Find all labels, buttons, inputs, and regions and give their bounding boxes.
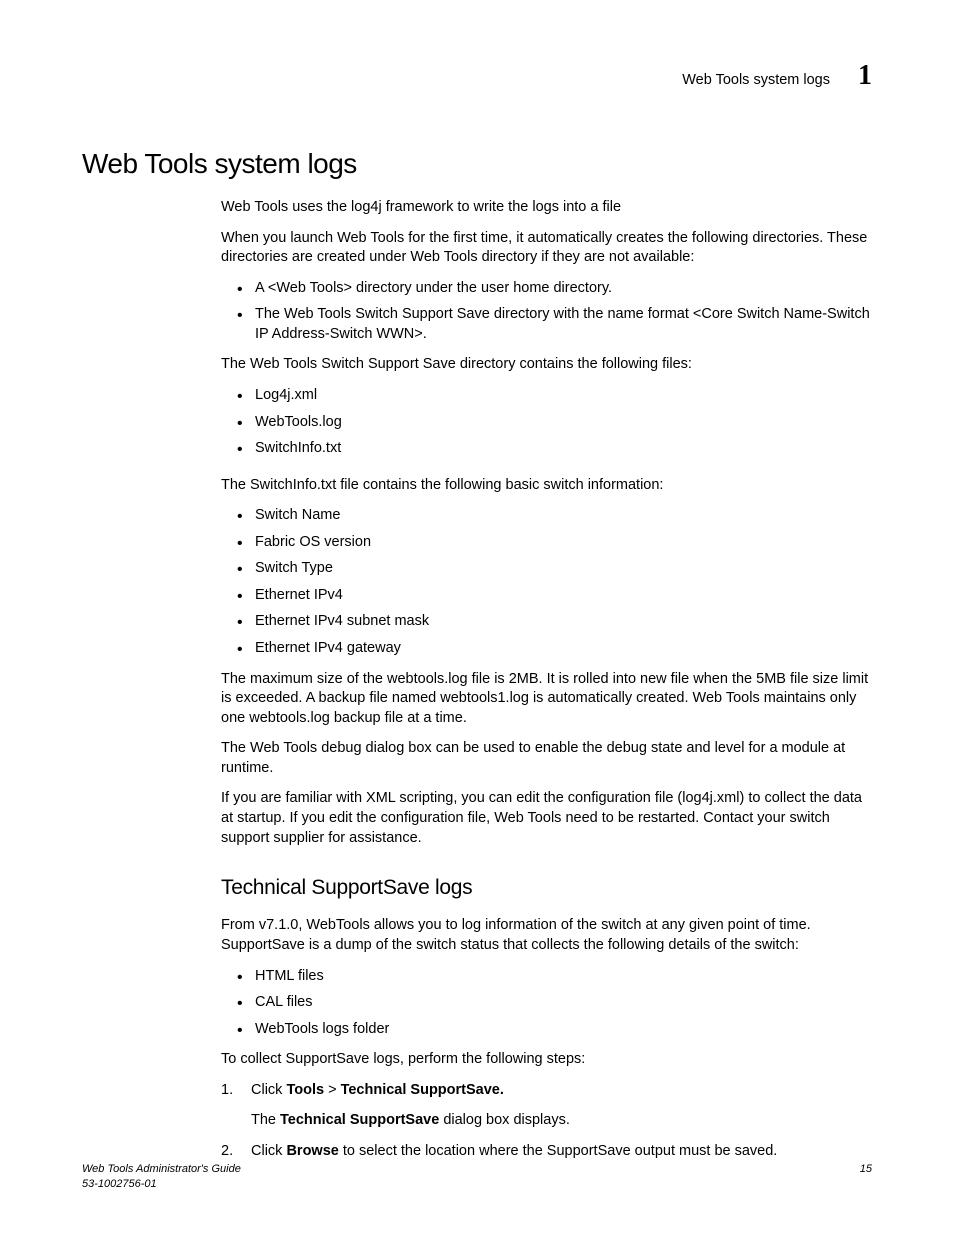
text: Click [251, 1082, 286, 1098]
text: The [251, 1112, 280, 1128]
list-item: Switch Name [239, 506, 872, 526]
book-title: Web Tools Administrator's Guide [82, 1162, 241, 1176]
page-number: 15 [860, 1162, 872, 1191]
text: Click [251, 1143, 286, 1159]
text: dialog box displays. [439, 1112, 570, 1128]
list-item: The Web Tools Switch Support Save direct… [239, 305, 872, 344]
paragraph: When you launch Web Tools for the first … [221, 229, 872, 268]
page-title: Web Tools system logs [82, 148, 872, 180]
section-heading: Technical SupportSave logs [221, 874, 872, 902]
paragraph: The SwitchInfo.txt file contains the fol… [221, 476, 872, 496]
list-item: WebTools logs folder [239, 1020, 872, 1040]
paragraph: The Web Tools Switch Support Save direct… [221, 355, 872, 375]
bold-text: Technical SupportSave. [341, 1082, 504, 1098]
list-item: Ethernet IPv4 subnet mask [239, 612, 872, 632]
paragraph: From v7.1.0, WebTools allows you to log … [221, 916, 872, 955]
footer-left: Web Tools Administrator's Guide 53-10027… [82, 1162, 241, 1191]
list-item: Fabric OS version [239, 533, 872, 553]
switchinfo-list: Switch Name Fabric OS version Switch Typ… [239, 506, 872, 658]
chapter-number: 1 [858, 60, 872, 92]
text: to select the location where the Support… [339, 1143, 778, 1159]
paragraph: To collect SupportSave logs, perform the… [221, 1050, 872, 1070]
list-item: Ethernet IPv4 gateway [239, 639, 872, 659]
body-content: Web Tools uses the log4j framework to wr… [221, 198, 872, 1161]
bold-text: Tools [286, 1082, 324, 1098]
step: Click Tools > Technical SupportSave. The… [221, 1081, 872, 1131]
list-item: Log4j.xml [239, 386, 872, 406]
paragraph: The Web Tools debug dialog box can be us… [221, 739, 872, 778]
list-item: Ethernet IPv4 [239, 586, 872, 606]
paragraph: Web Tools uses the log4j framework to wr… [221, 198, 872, 218]
paragraph: If you are familiar with XML scripting, … [221, 789, 872, 848]
step: Click Browse to select the location wher… [221, 1142, 872, 1162]
list-item: WebTools.log [239, 413, 872, 433]
running-header: Web Tools system logs 1 [82, 60, 872, 92]
directory-list: A <Web Tools> directory under the user h… [239, 279, 872, 345]
files-list: Log4j.xml WebTools.log SwitchInfo.txt [239, 386, 872, 459]
text: > [324, 1082, 341, 1098]
list-item: HTML files [239, 967, 872, 987]
list-item: Switch Type [239, 559, 872, 579]
bold-text: Technical SupportSave [280, 1112, 439, 1128]
list-item: CAL files [239, 993, 872, 1013]
supportsave-items: HTML files CAL files WebTools logs folde… [239, 967, 872, 1040]
list-item: SwitchInfo.txt [239, 439, 872, 459]
list-item: A <Web Tools> directory under the user h… [239, 279, 872, 299]
bold-text: Browse [286, 1143, 338, 1159]
page-footer: Web Tools Administrator's Guide 53-10027… [82, 1162, 872, 1191]
part-number: 53-1002756-01 [82, 1177, 241, 1191]
steps-list: Click Tools > Technical SupportSave. The… [221, 1081, 872, 1162]
header-title: Web Tools system logs [682, 72, 830, 88]
substep: The Technical SupportSave dialog box dis… [251, 1111, 872, 1131]
paragraph: The maximum size of the webtools.log fil… [221, 670, 872, 729]
